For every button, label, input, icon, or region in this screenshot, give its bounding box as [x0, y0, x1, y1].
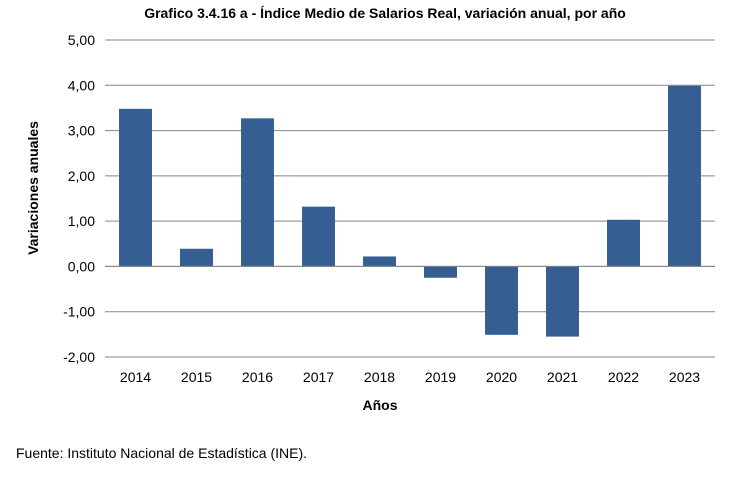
source-note: Fuente: Instituto Nacional de Estadístic…	[16, 445, 308, 461]
y-tick-label: -1,00	[63, 304, 95, 320]
y-tick-label: 3,00	[68, 123, 95, 139]
x-tick-label: 2016	[242, 369, 273, 385]
bar-2022	[607, 219, 640, 267]
x-tick-label: 2019	[425, 369, 456, 385]
chart-title: Grafico 3.4.16 a - Índice Medio de Salar…	[144, 5, 626, 21]
bar-2017	[302, 206, 335, 267]
bar-2023	[668, 85, 701, 267]
bar-2015	[180, 248, 213, 267]
x-tick-label: 2021	[547, 369, 578, 385]
bars	[119, 85, 701, 337]
bar-2020	[485, 266, 518, 335]
gridlines	[105, 39, 715, 358]
y-tick-label: 1,00	[68, 213, 95, 229]
x-tick-label: 2015	[181, 369, 212, 385]
x-tick-label: 2020	[486, 369, 517, 385]
x-axis-title: Años	[363, 397, 398, 413]
bar-2018	[363, 256, 396, 267]
y-tick-label: -2,00	[63, 349, 95, 365]
x-tick-label: 2018	[364, 369, 395, 385]
y-tick-label: 5,00	[68, 32, 95, 48]
bar-2019	[424, 266, 457, 278]
x-tick-label: 2023	[669, 369, 700, 385]
bar-2014	[119, 108, 152, 267]
x-tick-label: 2017	[303, 369, 334, 385]
y-tick-label: 0,00	[68, 258, 95, 274]
bar-2021	[546, 266, 579, 337]
x-tick-label: 2022	[608, 369, 639, 385]
y-axis-title: Variaciones anuales	[25, 121, 41, 255]
bar-chart: Grafico 3.4.16 a - Índice Medio de Salar…	[25, 5, 715, 413]
bar-2016	[241, 118, 274, 267]
y-tick-labels: -2,00 -1,00 0,00 1,00 2,00 3,00 4,00 5,00	[63, 32, 95, 365]
y-tick-label: 2,00	[68, 168, 95, 184]
x-tick-labels: 2014 2015 2016 2017 2018 2019 2020 2021 2022 2023	[120, 369, 700, 385]
x-tick-label: 2014	[120, 369, 151, 385]
y-tick-label: 4,00	[68, 77, 95, 93]
